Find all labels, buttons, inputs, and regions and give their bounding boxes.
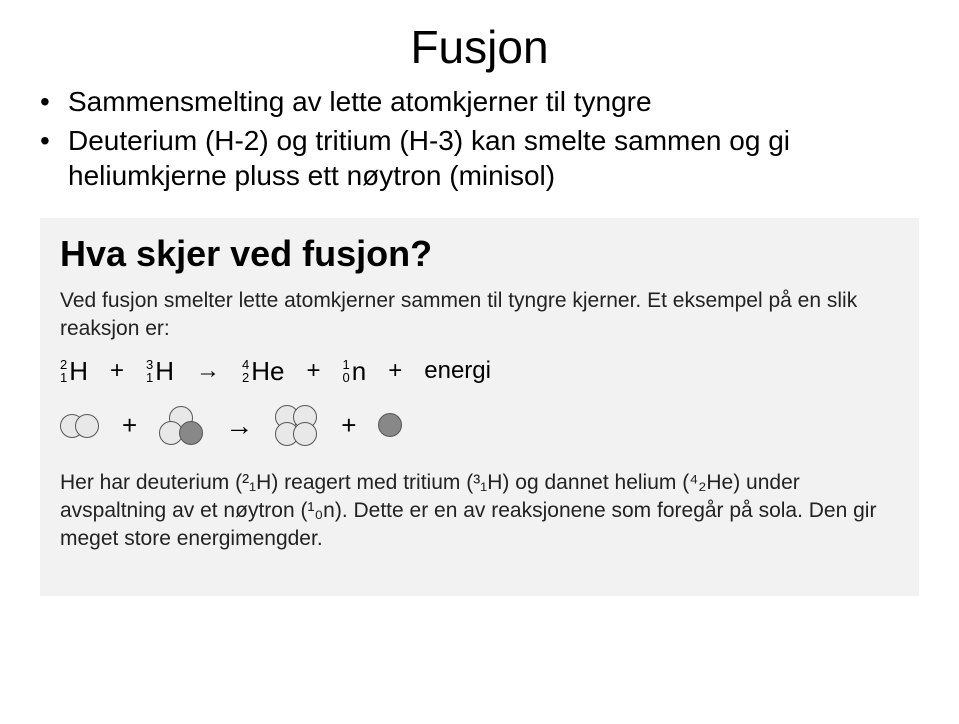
deuterium-cluster <box>60 413 100 439</box>
atomic-number: 1 <box>146 371 153 384</box>
slide-title: Fusjon <box>40 20 919 74</box>
bullet-list: Sammensmelting av lette atomkjerner til … <box>40 84 919 193</box>
nucleon-icon <box>378 413 402 437</box>
bullet-item: Sammensmelting av lette atomkjerner til … <box>40 84 919 119</box>
isotope-h2: 2 1 H <box>60 356 88 387</box>
arrow-operator: → <box>196 357 220 385</box>
nucleon-icon <box>293 422 317 446</box>
fusion-equation: 2 1 H + 3 1 H → 4 2 He + 1 0 <box>60 356 899 387</box>
atomic-number: 1 <box>60 371 67 384</box>
nucleon-icon <box>179 421 203 445</box>
atomic-number: 0 <box>343 371 350 384</box>
plus-operator: + <box>110 357 124 385</box>
neutron: 1 0 n <box>343 356 367 387</box>
scan-intro: Ved fusjon smelter lette atomkjerner sam… <box>60 287 899 344</box>
energy-label: energi <box>424 357 491 385</box>
element-symbol: n <box>352 356 366 387</box>
tritium-cluster <box>159 406 203 446</box>
textbook-scan: Hva skjer ved fusjon? Ved fusjon smelter… <box>40 218 919 596</box>
nucleon-diagram: + → + <box>60 405 899 447</box>
element-symbol: H <box>69 356 88 387</box>
element-symbol: H <box>155 356 174 387</box>
slide-header: Fusjon Sammensmelting av lette atomkjern… <box>40 20 919 193</box>
nucleon-icon <box>75 414 99 438</box>
plus-operator: + <box>341 410 356 441</box>
bullet-item: Deuterium (H-2) og tritium (H-3) kan sme… <box>40 123 919 193</box>
plus-operator: + <box>307 357 321 385</box>
scan-heading: Hva skjer ved fusjon? <box>60 233 899 275</box>
scan-outro: Her har deuterium (²₁H) reagert med trit… <box>60 469 899 554</box>
arrow-operator: → <box>225 410 253 442</box>
isotope-he4: 4 2 He <box>242 356 284 387</box>
plus-operator: + <box>122 410 137 441</box>
atomic-number: 2 <box>242 371 249 384</box>
helium-cluster <box>275 405 319 447</box>
neutron-cluster <box>378 413 404 439</box>
element-symbol: He <box>251 356 284 387</box>
isotope-h3: 3 1 H <box>146 356 174 387</box>
plus-operator: + <box>388 357 402 385</box>
